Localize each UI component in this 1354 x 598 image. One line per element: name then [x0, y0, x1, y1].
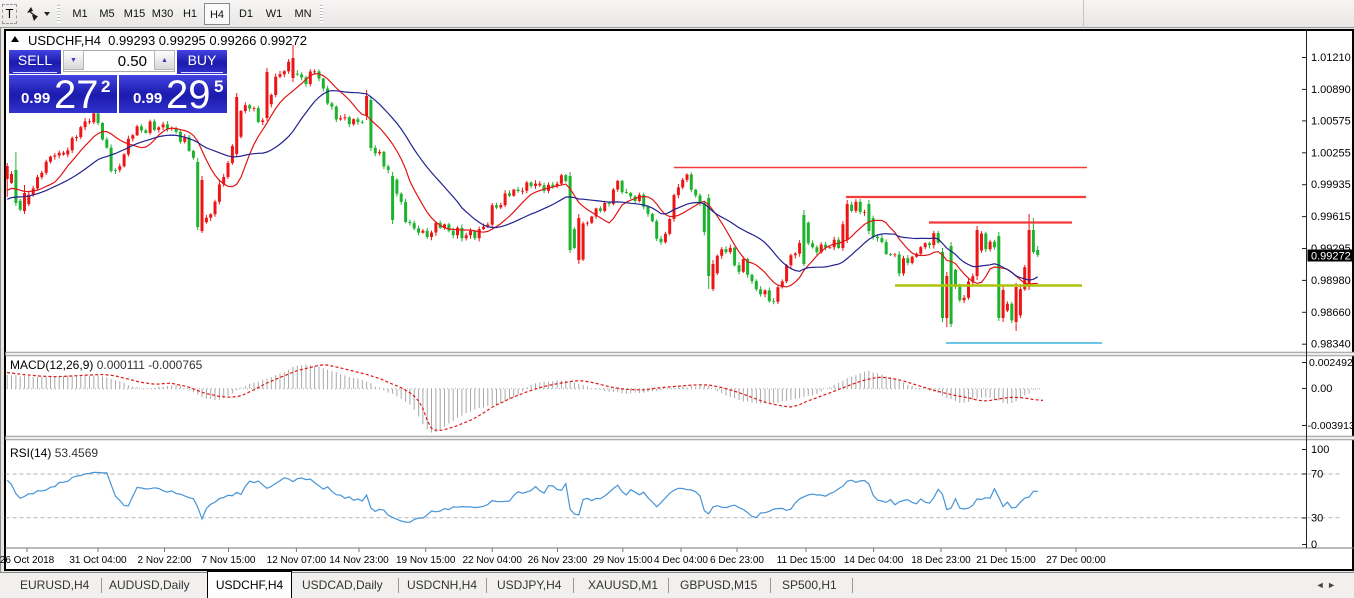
svg-text:4 Dec 04:00: 4 Dec 04:00 [654, 555, 708, 566]
svg-text:6 Dec 23:00: 6 Dec 23:00 [710, 555, 764, 566]
svg-text:31 Oct 04:00: 31 Oct 04:00 [69, 555, 127, 566]
svg-text:22 Nov 04:00: 22 Nov 04:00 [462, 555, 522, 566]
svg-text:0.99615: 0.99615 [1311, 211, 1351, 223]
svg-text:1.01210: 1.01210 [1311, 52, 1351, 64]
svg-text:1.00890: 1.00890 [1311, 84, 1351, 96]
svg-text:27 Dec 00:00: 27 Dec 00:00 [1046, 555, 1106, 566]
svg-text:70: 70 [1311, 469, 1323, 481]
svg-text:26 Nov 23:00: 26 Nov 23:00 [528, 555, 588, 566]
svg-text:0.98340: 0.98340 [1311, 339, 1351, 351]
svg-text:1.00575: 1.00575 [1311, 115, 1351, 127]
svg-text:0.98980: 0.98980 [1311, 275, 1351, 287]
svg-text:0.98660: 0.98660 [1311, 307, 1351, 319]
svg-text:14 Nov 23:00: 14 Nov 23:00 [329, 555, 389, 566]
svg-text:100: 100 [1311, 444, 1329, 456]
svg-text:21 Dec 15:00: 21 Dec 15:00 [976, 555, 1036, 566]
svg-text:0.99272: 0.99272 [1311, 251, 1351, 263]
svg-text:11 Dec 15:00: 11 Dec 15:00 [777, 555, 836, 566]
svg-text:14 Dec 04:00: 14 Dec 04:00 [844, 555, 904, 566]
svg-text:-0.003913: -0.003913 [1308, 420, 1354, 432]
svg-text:19 Nov 15:00: 19 Nov 15:00 [396, 555, 456, 566]
svg-text:26 Oct 2018: 26 Oct 2018 [0, 555, 55, 566]
svg-text:29 Nov 15:00: 29 Nov 15:00 [593, 555, 653, 566]
svg-text:1.00255: 1.00255 [1311, 147, 1351, 159]
svg-text:2 Nov 22:00: 2 Nov 22:00 [138, 555, 192, 566]
svg-text:0.00: 0.00 [1311, 383, 1332, 395]
svg-text:7 Nov 15:00: 7 Nov 15:00 [202, 555, 256, 566]
svg-text:0: 0 [1311, 539, 1317, 551]
svg-text:12 Nov 07:00: 12 Nov 07:00 [267, 555, 327, 566]
svg-text:30: 30 [1311, 513, 1323, 525]
svg-text:18 Dec 23:00: 18 Dec 23:00 [911, 555, 971, 566]
svg-text:0.99935: 0.99935 [1311, 179, 1351, 191]
svg-text:0.002492: 0.002492 [1309, 357, 1353, 369]
